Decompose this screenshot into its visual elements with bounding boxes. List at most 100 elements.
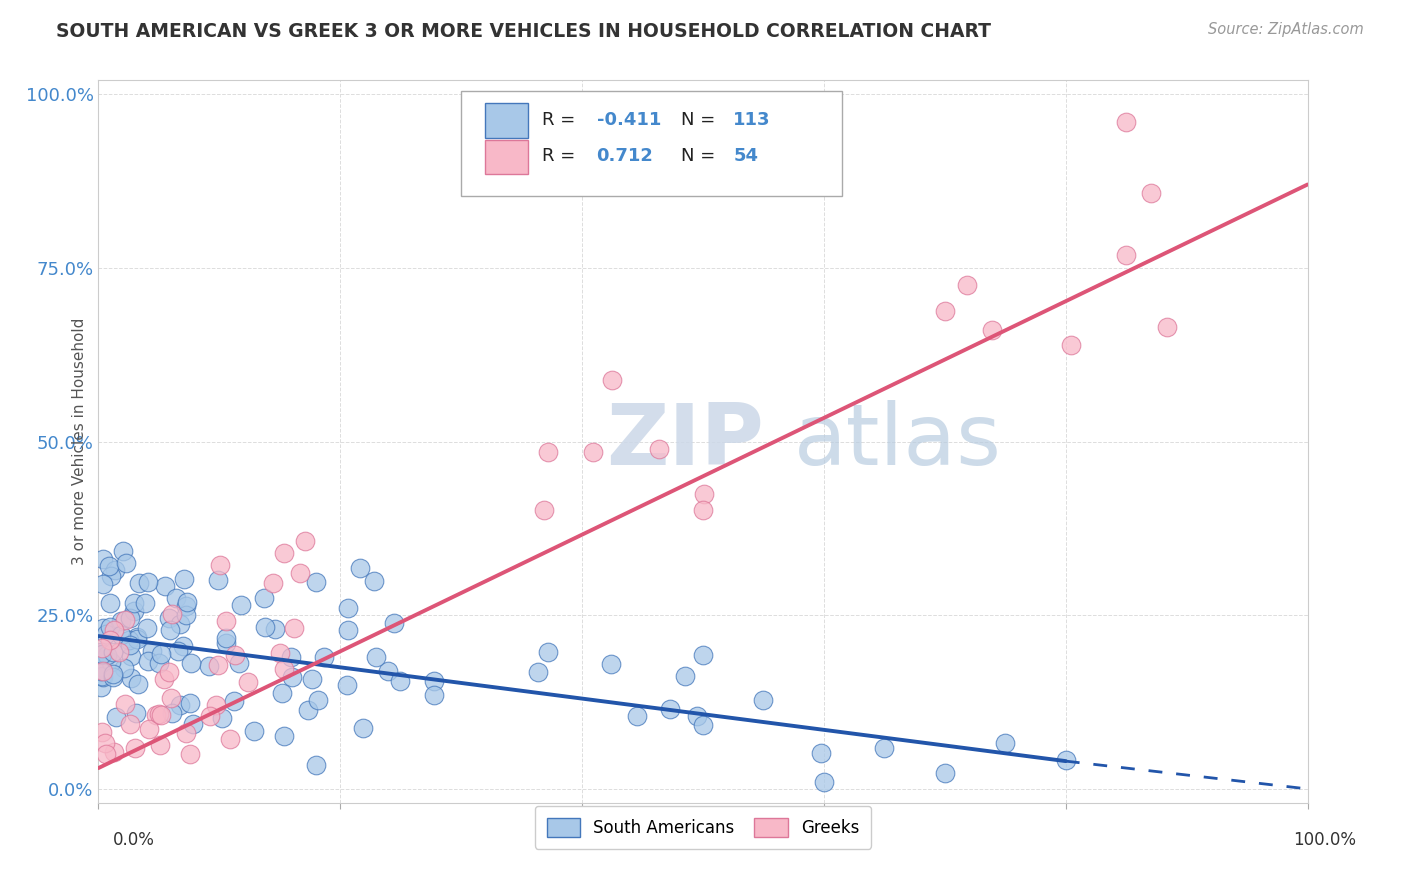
Text: 113: 113	[734, 111, 770, 129]
South Americans	[180, 657, 202, 671]
Greeks	[236, 675, 259, 690]
Text: -0.411: -0.411	[596, 111, 661, 129]
Greeks	[91, 725, 114, 739]
South Americans	[349, 561, 371, 575]
South Americans	[215, 631, 238, 645]
South Americans	[148, 657, 170, 671]
Greeks	[215, 614, 238, 628]
Greeks	[1156, 320, 1178, 334]
South Americans	[90, 660, 112, 674]
South Americans	[90, 680, 112, 694]
South Americans	[297, 703, 319, 717]
South Americans	[692, 648, 714, 663]
Greeks	[956, 278, 979, 293]
South Americans	[90, 664, 112, 678]
South Americans	[159, 611, 181, 625]
Greeks	[273, 662, 295, 676]
Text: SOUTH AMERICAN VS GREEK 3 OR MORE VEHICLES IN HOUSEHOLD CORRELATION CHART: SOUTH AMERICAN VS GREEK 3 OR MORE VEHICL…	[56, 22, 991, 41]
South Americans	[118, 611, 141, 625]
South Americans	[336, 678, 359, 692]
Text: 100.0%: 100.0%	[1294, 831, 1355, 849]
South Americans	[176, 607, 198, 622]
South Americans	[128, 576, 150, 591]
South Americans	[94, 626, 117, 640]
South Americans	[111, 544, 134, 558]
Text: 54: 54	[734, 147, 758, 165]
Text: Source: ZipAtlas.com: Source: ZipAtlas.com	[1208, 22, 1364, 37]
South Americans	[211, 711, 233, 725]
South Americans	[307, 692, 329, 706]
South Americans	[364, 649, 387, 664]
Text: 0.712: 0.712	[596, 147, 654, 165]
South Americans	[252, 591, 274, 605]
South Americans	[273, 729, 295, 743]
Greeks	[692, 503, 714, 517]
South Americans	[281, 670, 304, 684]
South Americans	[125, 706, 148, 720]
Greeks	[273, 545, 295, 559]
South Americans	[752, 693, 775, 707]
South Americans	[96, 648, 118, 662]
South Americans	[149, 648, 172, 662]
Text: 0.0%: 0.0%	[112, 831, 155, 849]
South Americans	[141, 644, 163, 658]
Greeks	[114, 697, 136, 711]
Greeks	[114, 613, 136, 627]
Greeks	[219, 732, 242, 747]
South Americans	[127, 630, 149, 644]
South Americans	[167, 644, 190, 658]
South Americans	[179, 696, 201, 710]
Text: R =: R =	[543, 111, 581, 129]
South Americans	[243, 723, 266, 738]
Greeks	[1060, 338, 1083, 352]
South Americans	[160, 706, 183, 720]
South Americans	[176, 595, 198, 609]
South Americans	[118, 632, 141, 647]
South Americans	[103, 645, 125, 659]
South Americans	[229, 599, 252, 613]
South Americans	[124, 604, 146, 618]
South Americans	[305, 574, 328, 589]
South Americans	[136, 575, 159, 590]
Greeks	[160, 690, 183, 705]
Greeks	[294, 533, 316, 548]
South Americans	[314, 649, 336, 664]
South Americans	[228, 657, 250, 671]
South Americans	[91, 552, 114, 566]
South Americans	[100, 569, 122, 583]
South Americans	[104, 562, 127, 576]
South Americans	[101, 670, 124, 684]
Greeks	[91, 641, 114, 656]
Greeks	[145, 708, 167, 723]
South Americans	[810, 747, 832, 761]
Text: N =: N =	[682, 111, 721, 129]
Greeks	[179, 747, 201, 761]
Greeks	[648, 442, 671, 456]
Greeks	[124, 740, 146, 755]
South Americans	[181, 717, 204, 731]
South Americans	[98, 559, 121, 574]
South Americans	[174, 599, 197, 613]
Text: ZIP: ZIP	[606, 400, 763, 483]
Greeks	[582, 445, 605, 459]
Greeks	[1115, 247, 1137, 261]
South Americans	[153, 579, 176, 593]
South Americans	[423, 674, 446, 689]
Greeks	[149, 738, 172, 752]
Greeks	[148, 707, 170, 722]
Greeks	[934, 304, 956, 318]
Greeks	[120, 717, 142, 731]
South Americans	[165, 591, 187, 606]
South Americans	[222, 694, 245, 708]
South Americans	[994, 736, 1017, 750]
South Americans	[120, 671, 142, 685]
Greeks	[269, 647, 291, 661]
Greeks	[205, 698, 228, 712]
Greeks	[149, 707, 172, 722]
Greeks	[283, 621, 305, 635]
South Americans	[692, 718, 714, 732]
Greeks	[174, 726, 197, 740]
Y-axis label: 3 or more Vehicles in Household: 3 or more Vehicles in Household	[72, 318, 87, 566]
Greeks	[224, 648, 246, 662]
South Americans	[172, 639, 194, 653]
